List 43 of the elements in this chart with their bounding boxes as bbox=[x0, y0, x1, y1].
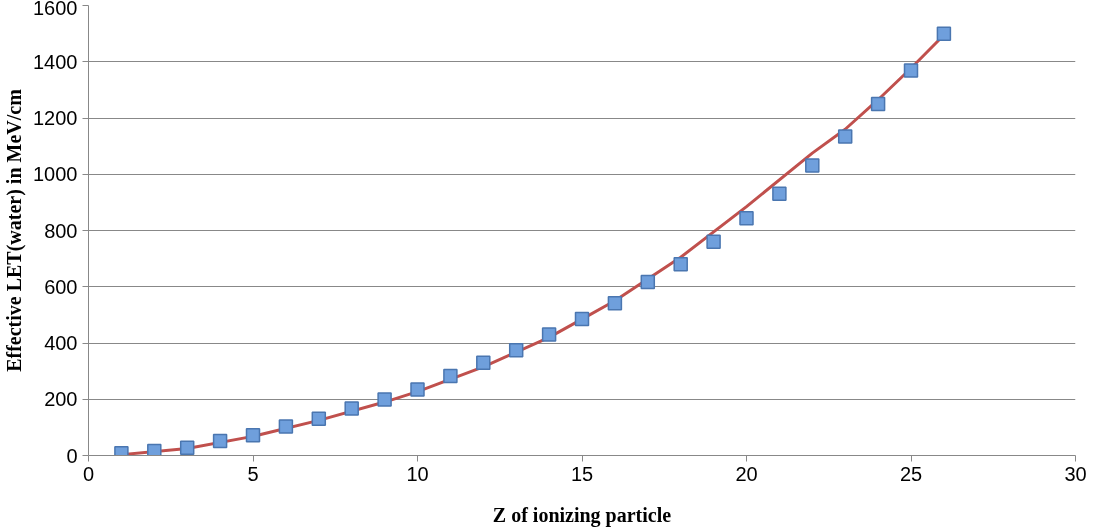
point bbox=[805, 158, 820, 173]
y-axis-title: Effective LET(water) in MeV/cm bbox=[3, 88, 27, 372]
x-tick-label: 5 bbox=[247, 462, 259, 485]
point bbox=[245, 428, 261, 443]
y-tick-label: 200 bbox=[44, 388, 78, 411]
point bbox=[179, 440, 195, 455]
x-tick-label: 0 bbox=[82, 462, 95, 485]
point bbox=[476, 355, 491, 370]
y-tick-label: 1400 bbox=[33, 50, 78, 73]
point bbox=[443, 368, 458, 384]
point bbox=[147, 443, 162, 456]
point bbox=[311, 411, 327, 426]
y-tick-label: 1600 bbox=[33, 0, 78, 19]
y-tick-label: 600 bbox=[44, 275, 78, 298]
point bbox=[837, 129, 853, 144]
point bbox=[903, 63, 919, 78]
point bbox=[706, 234, 721, 249]
y-tick-label: 400 bbox=[44, 332, 78, 354]
point bbox=[574, 311, 590, 327]
y-tick-label: 0 bbox=[66, 444, 78, 467]
y-tick-label: 1000 bbox=[33, 163, 78, 186]
point bbox=[870, 96, 886, 112]
x-tick-label: 15 bbox=[570, 462, 594, 485]
point bbox=[739, 210, 754, 226]
x-tick-label: 10 bbox=[406, 462, 429, 485]
point bbox=[772, 186, 787, 201]
point bbox=[673, 257, 688, 272]
y-tick-label: 1200 bbox=[33, 107, 78, 129]
y-tick-label: 800 bbox=[44, 219, 78, 242]
point bbox=[344, 401, 359, 416]
point bbox=[377, 392, 392, 407]
x-axis-title: Z of ionizing particle bbox=[492, 503, 672, 527]
point bbox=[508, 343, 524, 358]
x-tick-label: 30 bbox=[1064, 462, 1087, 485]
point bbox=[410, 382, 425, 397]
point bbox=[212, 433, 228, 449]
x-tick-label: 25 bbox=[899, 462, 923, 485]
point bbox=[936, 26, 952, 41]
point bbox=[541, 327, 557, 342]
x-tick-label: 20 bbox=[735, 462, 758, 485]
point bbox=[278, 419, 294, 434]
point bbox=[607, 296, 623, 311]
point bbox=[640, 274, 656, 290]
